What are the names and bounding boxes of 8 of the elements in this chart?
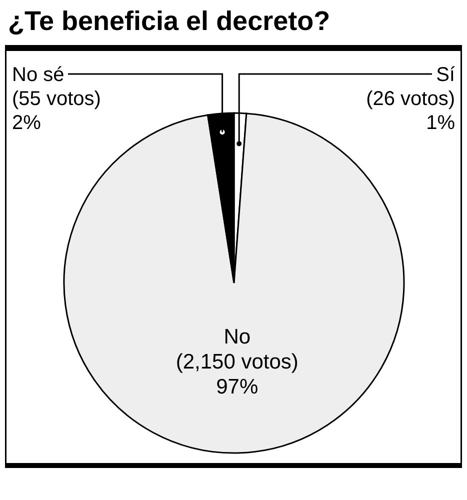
slice-label: No sé xyxy=(12,64,64,86)
slice-label: Sí xyxy=(436,64,456,86)
chart-title: ¿Te beneficia el decreto? xyxy=(8,6,330,36)
data-label: (2,150 votos) 97% xyxy=(176,350,298,398)
data-label: (55 votos) 2% xyxy=(12,88,101,134)
slice-label: No xyxy=(224,325,251,348)
pie-slice xyxy=(63,112,405,454)
data-label: (26 votos) 1% xyxy=(366,88,456,134)
